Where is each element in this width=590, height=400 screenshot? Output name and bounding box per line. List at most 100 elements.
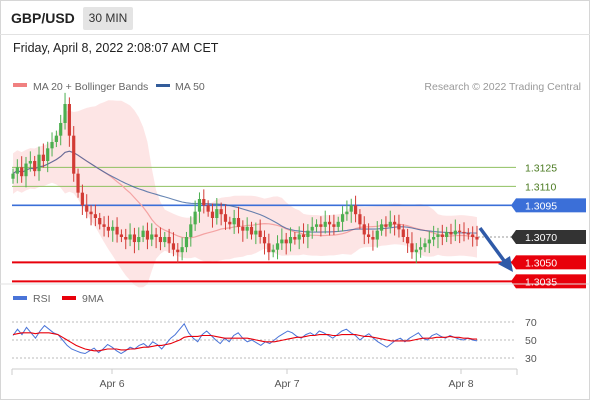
candle: [327, 215, 332, 236]
candle: [280, 228, 284, 250]
candle: [37, 146, 41, 181]
candle: [340, 206, 345, 232]
candle: [423, 238, 427, 253]
candle: [111, 220, 115, 242]
candle: [24, 156, 28, 188]
candle: [245, 217, 249, 239]
datetime-label: Friday, April 8, 2022 2:08:07 AM CET: [13, 41, 219, 55]
level-tag-1.3050: [516, 255, 586, 270]
candle: [41, 143, 45, 168]
candle: [67, 97, 71, 147]
candle: [46, 141, 50, 173]
candle: [145, 222, 150, 250]
candle: [388, 210, 392, 234]
price-levels: [12, 166, 516, 283]
rsi-tick-50: 50: [525, 335, 537, 347]
rsi-panel: 70 50 30: [12, 317, 537, 365]
level-label-1.3095: 1.3095: [525, 200, 557, 212]
candle: [466, 228, 470, 240]
candle: [397, 214, 401, 238]
candle: [358, 209, 362, 230]
candle: [163, 231, 167, 248]
candle: [393, 215, 397, 236]
candle: [406, 228, 410, 253]
candle: [310, 217, 314, 239]
candle: [267, 233, 271, 261]
candle: [158, 227, 163, 251]
candle: [249, 221, 254, 240]
rsi-legend-label: RSI: [33, 293, 51, 305]
candle: [458, 224, 462, 244]
x-tick-label: Apr 8: [448, 378, 473, 390]
candle: [167, 228, 171, 253]
candle: [210, 203, 215, 228]
candle: [63, 92, 67, 130]
candle: [15, 159, 19, 184]
header-bar: GBP/USD 30 MIN: [0, 0, 590, 34]
candle: [379, 219, 384, 236]
candle: [440, 224, 444, 246]
candle: [288, 227, 293, 252]
candle: [262, 230, 267, 255]
ma9-legend-swatch: [62, 296, 76, 300]
ma9-legend-label: 9MA: [82, 293, 104, 305]
candle: [349, 198, 353, 223]
candle: [76, 168, 80, 198]
candle: [384, 216, 388, 237]
candle: [427, 231, 431, 253]
candle: [72, 126, 76, 182]
candle: [297, 226, 301, 250]
candle: [371, 230, 375, 251]
candle: [462, 222, 466, 242]
candle: [154, 227, 158, 249]
candles: [11, 92, 479, 264]
candle: [223, 204, 228, 230]
candle: [301, 223, 306, 244]
candle: [11, 168, 15, 184]
level-label-1.3035: 1.3035: [525, 276, 557, 288]
ma50-legend-label: MA 50: [175, 81, 205, 93]
bollinger-band: [13, 100, 477, 288]
candle: [445, 226, 449, 243]
candle: [98, 212, 102, 230]
candle: [215, 197, 219, 225]
candle: [54, 130, 58, 148]
ma-boll-legend-label: MA 20 + Bollinger Bands: [33, 81, 148, 93]
candle: [453, 219, 457, 242]
candle: [401, 224, 405, 243]
candle: [219, 202, 223, 226]
candle: [475, 225, 479, 247]
candle: [275, 235, 280, 260]
candle: [206, 200, 210, 217]
level-label-1.3110: 1.3110: [525, 181, 556, 193]
level-label-1.3050: 1.3050: [525, 257, 557, 269]
candle: [33, 155, 37, 177]
candle: [471, 226, 475, 247]
pair-title: GBP/USD: [11, 10, 75, 26]
candle: [20, 156, 24, 183]
candle: [193, 200, 197, 231]
candle: [410, 232, 414, 259]
candle: [184, 231, 189, 253]
candle: [102, 216, 106, 237]
candle: [124, 228, 128, 250]
candle: [128, 223, 132, 247]
level-tag-1.3070: [516, 230, 586, 244]
candle: [284, 232, 288, 255]
candle: [332, 214, 336, 235]
candle: [366, 223, 371, 244]
x-tick-label: Apr 6: [99, 378, 124, 390]
candle: [375, 221, 379, 248]
candle: [414, 243, 418, 264]
candle: [323, 210, 327, 234]
candle: [115, 217, 119, 243]
timeframe-button[interactable]: 30 MIN: [83, 7, 133, 30]
candle: [353, 195, 358, 223]
candle: [336, 216, 340, 232]
level-labels: 1.3125 1.3110 1.3095 1.3070 1.3050 1.3035: [511, 162, 586, 289]
rsi-tick-30: 30: [525, 353, 537, 365]
candle: [180, 237, 184, 261]
candle: [432, 225, 436, 247]
candle: [50, 132, 54, 157]
